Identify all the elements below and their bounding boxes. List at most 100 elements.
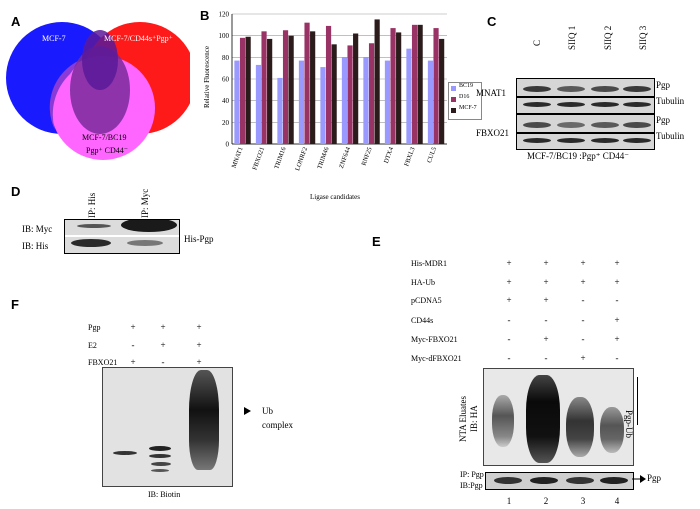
panel-a-letter: A — [11, 14, 21, 29]
legend-swatch-bc19 — [451, 86, 456, 91]
venn-label-bc19: MCF-7/BC19 — [82, 133, 127, 142]
f-cond-label-fbxo21: FBXO21 — [88, 358, 118, 367]
c-row-label-fbxo21: FBXO21 — [476, 128, 510, 138]
e-cond-label-1: His-MDR1 — [411, 259, 448, 268]
y-tick-label: 120 — [219, 11, 230, 19]
c-band-label-pgp-2: Pgp — [656, 115, 671, 125]
x-tick-label: DTX4 — [383, 146, 396, 165]
legend-label-d16: D16 — [459, 94, 470, 100]
bar — [304, 22, 310, 144]
x-tick-label: TRIM46 — [316, 146, 331, 170]
d-row-label-his: IB: His — [22, 241, 49, 251]
x-tick-label: FBXL3 — [403, 146, 416, 167]
e-blot-ip — [485, 472, 634, 490]
d-blot — [64, 219, 180, 254]
bar-chart: 0 20 40 60 80 100 120 MNAT1 FBXO21 TRIM16 LONRF2 TR… — [219, 11, 447, 172]
bar — [298, 60, 305, 145]
bar — [417, 24, 423, 145]
x-tick-label: ZNF644 — [338, 146, 352, 170]
legend-label-bc19: BC19 — [459, 83, 474, 89]
f-arrow-icon — [244, 407, 251, 415]
bar — [406, 48, 412, 144]
e-cond-label-5: Myc-FBXO21 — [411, 335, 458, 344]
chart-legend: BC19 D16 MCF-7 — [448, 82, 482, 120]
bar — [310, 31, 316, 144]
venn-diagram — [6, 22, 190, 160]
e-bracket — [632, 377, 638, 425]
panel-f-letter: F — [11, 297, 19, 312]
e-blot-label-1: NTA Eluates — [458, 395, 468, 442]
bar — [234, 60, 240, 145]
panel-d-letter: D — [11, 184, 21, 199]
e-ip-label-2: IB:Pgp — [460, 481, 483, 490]
e-cond-label-3: pCDNA5 — [411, 296, 442, 305]
bar — [411, 24, 418, 145]
e-blot-main — [483, 368, 634, 466]
legend-swatch-d16 — [451, 97, 456, 102]
c-lane-label-1: C — [532, 39, 542, 46]
f-blot — [102, 367, 233, 487]
f-side-label-ub: Ub — [262, 406, 273, 416]
bar — [363, 57, 369, 145]
panel-c-letter: C — [487, 14, 497, 29]
panel-b-letter: B — [200, 8, 210, 23]
bar — [255, 64, 262, 144]
x-tick-label: RNF25 — [360, 146, 373, 166]
e-ip-label-1: IP: Pgp — [460, 470, 484, 479]
c-lane-label-2: SIIQ 1 — [567, 25, 577, 50]
e-blot-label-2: IB: HA — [469, 405, 479, 432]
y-tick-label: 100 — [219, 32, 230, 40]
bar — [320, 67, 326, 144]
venn-overlap-left — [49, 60, 80, 130]
bar — [341, 57, 348, 145]
x-tick-label: TRIM16 — [273, 146, 288, 170]
bar — [390, 28, 396, 144]
c-blot-fbxo21 — [516, 114, 655, 150]
c-band-label-tubulin-2: Tubulin — [656, 131, 685, 141]
d-lane-label-his: IP: His — [87, 192, 97, 218]
bar — [368, 43, 375, 144]
y-tick-label: 0 — [226, 141, 230, 149]
bar — [374, 19, 380, 144]
bar — [245, 36, 251, 144]
y-tick-label: 80 — [222, 54, 230, 62]
f-side-label-complex: complex — [262, 420, 293, 430]
legend-swatch-mcf7 — [451, 108, 456, 113]
bar — [331, 44, 337, 145]
bar — [261, 31, 267, 144]
f-cond-label-e2: E2 — [88, 341, 97, 350]
venn-label-pgp: Pgp⁺ CD44⁻ — [86, 146, 129, 155]
bar — [433, 28, 439, 144]
f-caption: IB: Biotin — [148, 490, 181, 499]
bar — [347, 45, 353, 144]
venn-overlap-top — [82, 30, 118, 90]
y-tick-label: 60 — [222, 76, 230, 84]
c-lane-label-4: SIIQ 3 — [638, 25, 648, 50]
bar — [353, 33, 359, 144]
x-tick-label: FBXO21 — [251, 146, 266, 171]
legend-label-mcf7: MCF-7 — [459, 105, 477, 111]
bar — [277, 77, 283, 144]
c-row-label-mnat1: MNAT1 — [476, 88, 507, 98]
bar — [325, 25, 332, 144]
f-cond-label-pgp: Pgp — [88, 323, 101, 332]
e-arrow-icon — [632, 475, 646, 483]
bar — [288, 35, 294, 144]
bar — [282, 30, 289, 144]
c-blot-mnat1 — [516, 78, 655, 114]
venn-label-cd44: MCF-7/CD44s⁺Pgp⁺ — [104, 34, 173, 43]
chart-xlabel: Ligase candidates — [310, 193, 360, 201]
venn-label-mcf7: MCF-7 — [42, 34, 66, 43]
e-cond-label-6: Myc-dFBXO21 — [411, 354, 462, 363]
c-band-label-tubulin-1: Tubulin — [656, 96, 685, 106]
d-lane-label-myc: IP: Myc — [140, 188, 150, 218]
c-band-label-pgp-1: Pgp — [656, 80, 671, 90]
e-ip-side-label: Pgp — [647, 473, 662, 483]
bar — [427, 60, 434, 145]
x-tick-label: LONRF2 — [294, 146, 309, 171]
e-cond-label-4: CD44s — [411, 316, 434, 325]
x-tick-label: CUL5 — [426, 146, 438, 164]
d-side-label: His-Pgp — [184, 234, 214, 244]
bar — [384, 60, 391, 145]
bar — [396, 32, 402, 144]
